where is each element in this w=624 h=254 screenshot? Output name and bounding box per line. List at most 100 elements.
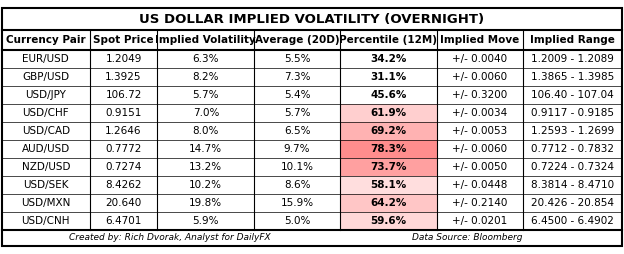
Text: 73.7%: 73.7% [370, 162, 407, 172]
Text: 5.9%: 5.9% [193, 216, 219, 226]
Bar [2, 8, 622, 30]
Bar [2, 68, 622, 86]
Text: 20.426 - 20.854: 20.426 - 20.854 [531, 198, 614, 208]
Bar [340, 158, 437, 176]
Text: 0.7274: 0.7274 [105, 162, 142, 172]
Text: Implied Move: Implied Move [440, 35, 519, 45]
Text: 1.3865 - 1.3985: 1.3865 - 1.3985 [530, 72, 614, 82]
Text: 20.640: 20.640 [105, 198, 142, 208]
Text: Data Source: Bloomberg: Data Source: Bloomberg [412, 233, 522, 243]
Text: 13.2%: 13.2% [189, 162, 222, 172]
Text: 9.7%: 9.7% [284, 144, 310, 154]
Text: 0.7712 - 0.7832: 0.7712 - 0.7832 [531, 144, 614, 154]
Text: 8.3814 - 8.4710: 8.3814 - 8.4710 [531, 180, 614, 190]
Bar [340, 212, 437, 230]
Text: 8.6%: 8.6% [284, 180, 310, 190]
Text: +/- 0.3200: +/- 0.3200 [452, 90, 507, 100]
Text: 1.2009 - 1.2089: 1.2009 - 1.2089 [531, 54, 614, 64]
Text: 6.5%: 6.5% [284, 126, 310, 136]
Text: Implied Range: Implied Range [530, 35, 615, 45]
Text: +/- 0.0448: +/- 0.0448 [452, 180, 507, 190]
Text: 34.2%: 34.2% [370, 54, 407, 64]
Text: 19.8%: 19.8% [189, 198, 222, 208]
Text: USD/SEK: USD/SEK [23, 180, 69, 190]
Text: USD/JPY: USD/JPY [26, 90, 66, 100]
Text: 8.2%: 8.2% [193, 72, 219, 82]
Text: US DOLLAR IMPLIED VOLATILITY (OVERNIGHT): US DOLLAR IMPLIED VOLATILITY (OVERNIGHT) [139, 12, 485, 25]
Text: 6.4701: 6.4701 [105, 216, 142, 226]
Text: 5.4%: 5.4% [284, 90, 310, 100]
Text: 5.0%: 5.0% [284, 216, 310, 226]
Text: Created by: Rich Dvorak, Analyst for DailyFX: Created by: Rich Dvorak, Analyst for Dai… [69, 233, 270, 243]
Text: USD/MXN: USD/MXN [21, 198, 71, 208]
Bar [2, 50, 622, 68]
Text: NZD/USD: NZD/USD [22, 162, 70, 172]
Bar [340, 194, 437, 212]
Text: 1.2646: 1.2646 [105, 126, 142, 136]
Text: 106.72: 106.72 [105, 90, 142, 100]
Text: GBP/USD: GBP/USD [22, 72, 69, 82]
Bar [2, 212, 622, 230]
Text: 8.0%: 8.0% [193, 126, 219, 136]
Text: Spot Price: Spot Price [93, 35, 154, 45]
Text: 10.1%: 10.1% [281, 162, 314, 172]
Text: 5.5%: 5.5% [284, 54, 310, 64]
Bar [2, 194, 622, 212]
Text: 78.3%: 78.3% [370, 144, 407, 154]
Text: 6.3%: 6.3% [193, 54, 219, 64]
Text: +/- 0.0053: +/- 0.0053 [452, 126, 507, 136]
Bar [340, 140, 437, 158]
Bar [340, 104, 437, 122]
Text: 58.1%: 58.1% [370, 180, 406, 190]
Text: 69.2%: 69.2% [370, 126, 406, 136]
Text: 64.2%: 64.2% [370, 198, 407, 208]
Text: +/- 0.0034: +/- 0.0034 [452, 108, 507, 118]
Text: +/- 0.2140: +/- 0.2140 [452, 198, 507, 208]
Text: AUD/USD: AUD/USD [22, 144, 70, 154]
Text: 61.9%: 61.9% [370, 108, 406, 118]
Text: 5.7%: 5.7% [284, 108, 310, 118]
Bar [340, 176, 437, 194]
Text: Percentile (12M): Percentile (12M) [339, 35, 437, 45]
Text: 14.7%: 14.7% [189, 144, 222, 154]
Text: +/- 0.0040: +/- 0.0040 [452, 54, 507, 64]
Text: Implied Volatility: Implied Volatility [155, 35, 256, 45]
Text: 0.9117 - 0.9185: 0.9117 - 0.9185 [531, 108, 614, 118]
Text: EUR/USD: EUR/USD [22, 54, 69, 64]
Text: 45.6%: 45.6% [370, 90, 407, 100]
Text: 7.0%: 7.0% [193, 108, 219, 118]
Bar [2, 230, 622, 246]
Bar [2, 176, 622, 194]
Text: 59.6%: 59.6% [370, 216, 406, 226]
Text: 31.1%: 31.1% [370, 72, 406, 82]
Text: 5.7%: 5.7% [193, 90, 219, 100]
Text: 6.4500 - 6.4902: 6.4500 - 6.4902 [531, 216, 614, 226]
Text: USD/CAD: USD/CAD [22, 126, 70, 136]
Bar [340, 122, 437, 140]
Text: 7.3%: 7.3% [284, 72, 310, 82]
Text: +/- 0.0060: +/- 0.0060 [452, 72, 507, 82]
Text: 0.7772: 0.7772 [105, 144, 142, 154]
Text: +/- 0.0050: +/- 0.0050 [452, 162, 507, 172]
Text: +/- 0.0201: +/- 0.0201 [452, 216, 507, 226]
Bar [2, 86, 622, 104]
Text: 1.2593 - 1.2699: 1.2593 - 1.2699 [530, 126, 614, 136]
Bar [2, 122, 622, 140]
Text: 8.4262: 8.4262 [105, 180, 142, 190]
Text: 1.2049: 1.2049 [105, 54, 142, 64]
Text: 0.7224 - 0.7324: 0.7224 - 0.7324 [531, 162, 614, 172]
Text: 0.9151: 0.9151 [105, 108, 142, 118]
Bar [2, 30, 622, 50]
Text: Average (20D): Average (20D) [255, 35, 339, 45]
Text: USD/CNH: USD/CNH [22, 216, 70, 226]
Text: 15.9%: 15.9% [281, 198, 314, 208]
Text: +/- 0.0060: +/- 0.0060 [452, 144, 507, 154]
Text: 10.2%: 10.2% [189, 180, 222, 190]
Bar [2, 104, 622, 122]
Text: Currency Pair: Currency Pair [6, 35, 85, 45]
Text: 1.3925: 1.3925 [105, 72, 142, 82]
Bar [2, 158, 622, 176]
Text: USD/CHF: USD/CHF [22, 108, 69, 118]
Text: 106.40 - 107.04: 106.40 - 107.04 [531, 90, 613, 100]
Bar [2, 140, 622, 158]
